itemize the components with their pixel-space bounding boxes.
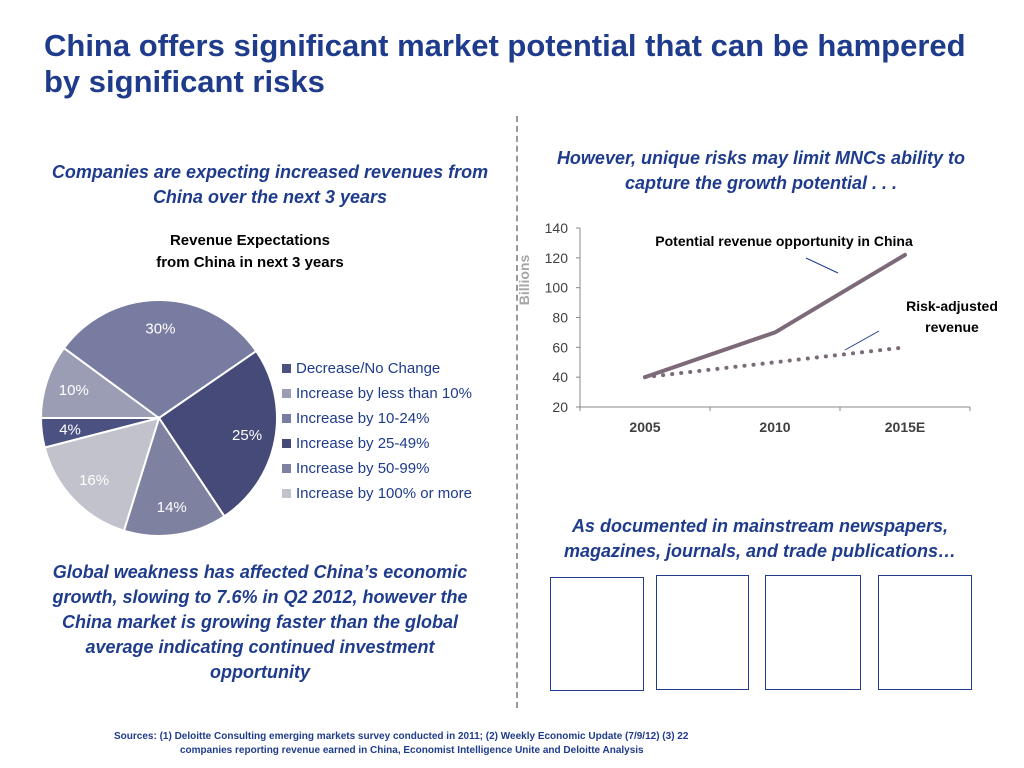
publication-box-4 [878,575,972,690]
y-tick-label: 60 [552,339,568,355]
annotation-leader-potential [805,257,839,274]
x-tick-label: 2010 [759,419,790,435]
pie-label-increase-by-50-99: 14% [157,499,187,516]
publication-box-2 [656,575,749,690]
pie-slice-increase-by-50-99 [122,415,226,537]
y-tick-label: 140 [545,220,569,236]
y-tick-label: 120 [545,250,569,266]
legend-swatch [282,439,291,448]
pie-slice-increase-by-25-49 [157,349,278,518]
legend-label: Increase by 10-24% [296,410,430,427]
legend-label: Decrease/No Change [296,360,441,377]
pie-chart-title: Revenue Expectations from China in next … [120,230,380,274]
legend-swatch [282,364,291,373]
annotation-leader-risk [844,330,880,351]
legend-swatch [282,489,291,498]
y-tick-label: 80 [552,310,568,326]
bottom-left-text: Global weakness has affected China’s eco… [52,562,468,682]
legend-swatch [282,389,291,398]
pie-label-decrease-no-change: 4% [59,421,81,438]
pie-label-increase-by-100-or-more: 16% [79,472,109,489]
slide-title: China offers significant market potentia… [44,28,966,99]
series-line-potential-revenue [643,252,907,380]
pie-legend: Decrease/No Change Increase by less than … [282,356,472,506]
publication-box-3 [765,575,861,690]
y-tick-label: 100 [545,280,569,296]
legend-item-increase-by-25-49: Increase by 25-49% [282,431,472,456]
legend-item-increase-by-50-99: Increase by 50-99% [282,456,472,481]
legend-label: Increase by 100% or more [296,485,472,502]
pie-label-increase-by-less-than-10: 10% [59,382,89,399]
legend-swatch [282,464,291,473]
sources-line-1: Sources: (1) Deloitte Consulting emergin… [114,731,689,742]
x-tick-label: 2005 [629,419,660,435]
right-heading: However, unique risks may limit MNCs abi… [556,148,966,193]
y-tick-label: 20 [552,399,568,415]
legend-item-increase-by-less-than-10: Increase by less than 10% [282,381,472,406]
pie-slice-increase-by-less-than-10 [39,346,163,419]
pie-label-increase-by-25-49: 25% [232,427,262,444]
legend-label: Increase by less than 10% [296,385,472,402]
pie-title-line-2: from China in next 3 years [156,254,344,271]
bottom-right-heading: As documented in mainstream newspapers, … [563,516,957,561]
left-heading: Companies are expecting increased revenu… [51,162,489,207]
sources-footnote: Sources: (1) Deloitte Consulting emergin… [114,730,794,758]
legend-label: Increase by 50-99% [296,460,430,477]
legend-item-increase-by-100-or-more: Increase by 100% or more [282,481,472,506]
pie-slice-increase-by-10-24 [62,299,258,420]
pie-title-line-1: Revenue Expectations [169,232,331,249]
legend-item-decrease-no-change: Decrease/No Change [282,356,472,381]
annotation-risk-adjusted: Risk-adjusted revenue [906,298,998,335]
legend-item-increase-by-10-24: Increase by 10-24% [282,406,472,431]
sources-line-2: companies reporting revenue earned in Ch… [180,745,644,756]
y-axis-label: Billions [516,255,532,306]
center-divider [516,116,518,708]
legend-label: Increase by 25-49% [296,435,430,452]
legend-swatch [282,414,291,423]
pie-slice-increase-by-100-or-more [43,416,161,532]
x-tick-label: 2015E [885,419,925,435]
pie-label-increase-by-10-24: 30% [145,320,175,337]
annotation-potential-revenue: Potential revenue opportunity in China [655,233,913,249]
series-line-risk-adjusted [643,345,907,380]
y-tick-label: 40 [552,369,568,385]
publication-box-1 [550,577,644,691]
